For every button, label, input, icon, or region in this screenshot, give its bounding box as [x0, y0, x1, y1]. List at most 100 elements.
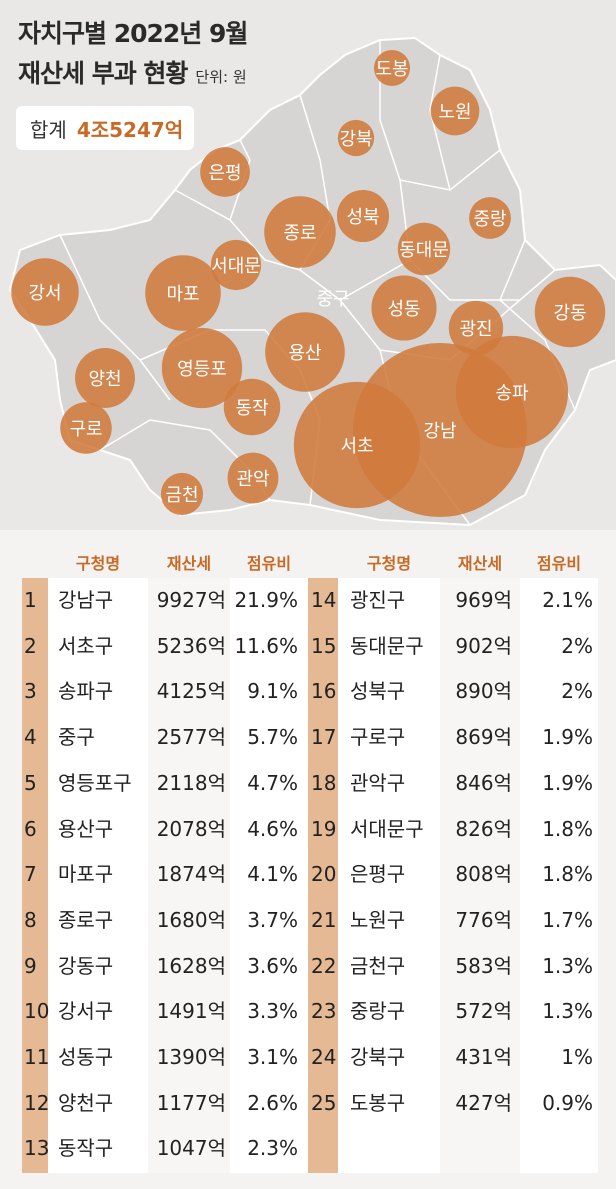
district-name-cell: 서대문구	[350, 816, 424, 841]
share-cell: 3.7%	[247, 907, 298, 932]
bubble-label-영등포: 영등포	[177, 359, 227, 380]
rank-cell: 10	[24, 999, 50, 1024]
share-cell: 9.1%	[247, 679, 298, 704]
bubble-label-동대문: 동대문	[399, 240, 449, 261]
chart-title-line1: 자치구별 2022년 9월	[18, 19, 248, 48]
rank-cell: 25	[311, 1090, 337, 1115]
header-tax-left: 재산세	[166, 554, 212, 573]
tax-cell: 902억	[455, 633, 512, 658]
header-share-right: 점유비	[536, 554, 582, 573]
bubble-label-성동: 성동	[387, 299, 420, 320]
district-name-cell: 송파구	[58, 679, 114, 704]
share-cell: 2.1%	[542, 588, 593, 612]
share-cell: 4.6%	[247, 816, 298, 841]
tax-cell: 869억	[455, 725, 512, 750]
name-column-right	[338, 578, 440, 1173]
rank-cell: 7	[24, 862, 37, 887]
rank-cell: 22	[311, 953, 337, 978]
share-cell: 4.1%	[247, 862, 298, 887]
tax-cell: 9927억	[156, 588, 226, 612]
share-cell: 1%	[561, 1045, 593, 1069]
tax-cell: 431억	[455, 1045, 512, 1069]
tax-cell: 1491억	[156, 999, 226, 1024]
bubble-강동	[534, 276, 606, 348]
share-cell: 2%	[561, 679, 593, 704]
unit-label: 단위: 원	[195, 68, 247, 86]
tax-cell: 846억	[455, 770, 512, 795]
bubble-label-마포: 마포	[166, 284, 199, 305]
tax-cell: 427억	[455, 1090, 512, 1115]
district-name-cell: 서초구	[58, 633, 114, 658]
rank-cell: 8	[24, 907, 37, 932]
tax-cell: 583억	[455, 953, 512, 978]
seoul-bubble-map: 강남 서초 송파 중구 영등포 용산 마포 종로 강동 강서 성동 양천 동작 광진 동대문 성북 구로 관악 서대…	[0, 0, 616, 530]
tax-cell: 4125억	[156, 679, 226, 704]
header-name-left: 구청명	[75, 554, 121, 573]
chart-title-line2: 재산세 부과 현황 단위: 원	[18, 54, 247, 90]
bubble-성동	[371, 275, 437, 341]
total-value: 4조5247억	[76, 117, 184, 142]
share-cell: 11.6%	[234, 633, 298, 658]
tax-cell: 1628억	[156, 953, 226, 978]
bubble-label-광진: 광진	[459, 319, 492, 340]
rank-cell: 11	[24, 1045, 50, 1069]
district-name-cell: 동작구	[58, 1136, 114, 1161]
bubble-label-송파: 송파	[495, 383, 529, 404]
bubble-label-종로: 종로	[283, 223, 316, 244]
rank-cell: 15	[311, 633, 337, 658]
name-column-left	[48, 578, 148, 1173]
district-name-cell: 광진구	[350, 588, 406, 612]
bubble-label-노원: 노원	[438, 102, 471, 123]
share-cell: 3.1%	[247, 1045, 298, 1069]
bubble-도봉	[373, 49, 411, 87]
share-cell: 0.9%	[542, 1090, 593, 1115]
rank-cell: 6	[24, 816, 37, 841]
district-name-cell: 강동구	[58, 953, 114, 978]
tax-cell: 1390억	[156, 1045, 226, 1069]
bubble-금천	[160, 472, 204, 516]
share-cell: 4.7%	[247, 770, 298, 795]
tax-cell: 2577억	[156, 725, 226, 750]
rank-cell: 20	[311, 862, 337, 887]
share-cell: 3.6%	[247, 953, 298, 978]
rank-cell: 3	[24, 679, 37, 704]
district-name-cell: 강남구	[58, 588, 114, 612]
share-cell: 1.3%	[542, 999, 593, 1024]
bubble-은평	[200, 147, 250, 197]
rank-cell: 5	[24, 770, 37, 795]
bubble-label-서초: 서초	[340, 436, 373, 457]
tax-cell: 1874억	[156, 862, 226, 887]
tax-cell: 2078억	[156, 816, 226, 841]
share-cell: 1.3%	[542, 953, 593, 978]
district-name-cell: 중구	[58, 725, 95, 750]
bubble-성북	[336, 189, 390, 243]
bubble-label-도봉: 도봉	[375, 59, 408, 80]
district-name-cell: 중랑구	[350, 999, 406, 1024]
rank-cell: 14	[311, 588, 337, 612]
district-name-cell: 강서구	[58, 999, 114, 1024]
tax-cell: 776억	[455, 907, 512, 932]
share-cell: 5.7%	[247, 725, 298, 750]
bubble-동작	[223, 378, 281, 436]
bubble-강서	[11, 258, 79, 326]
district-name-cell: 강북구	[350, 1045, 406, 1069]
rank-cell: 24	[311, 1045, 337, 1069]
bubble-양천	[75, 348, 135, 408]
share-cell: 3.3%	[247, 999, 298, 1024]
district-name-cell: 금천구	[350, 953, 406, 978]
bubble-label-중랑: 중랑	[473, 209, 506, 230]
district-name-cell: 성북구	[350, 679, 406, 704]
rank-cell: 17	[311, 725, 337, 750]
total-box: 합계 4조5247억	[16, 106, 194, 150]
bubble-label-은평: 은평	[208, 163, 241, 184]
district-name-cell: 노원구	[350, 907, 406, 932]
district-name-cell: 용산구	[58, 816, 114, 841]
rank-cell: 19	[311, 816, 337, 841]
share-column-right	[520, 578, 598, 1173]
bubble-강북	[337, 119, 375, 157]
share-column-left	[230, 578, 308, 1173]
bubble-label-양천: 양천	[88, 369, 121, 390]
rank-cell: 23	[311, 999, 337, 1024]
district-name-cell: 성동구	[58, 1045, 114, 1069]
